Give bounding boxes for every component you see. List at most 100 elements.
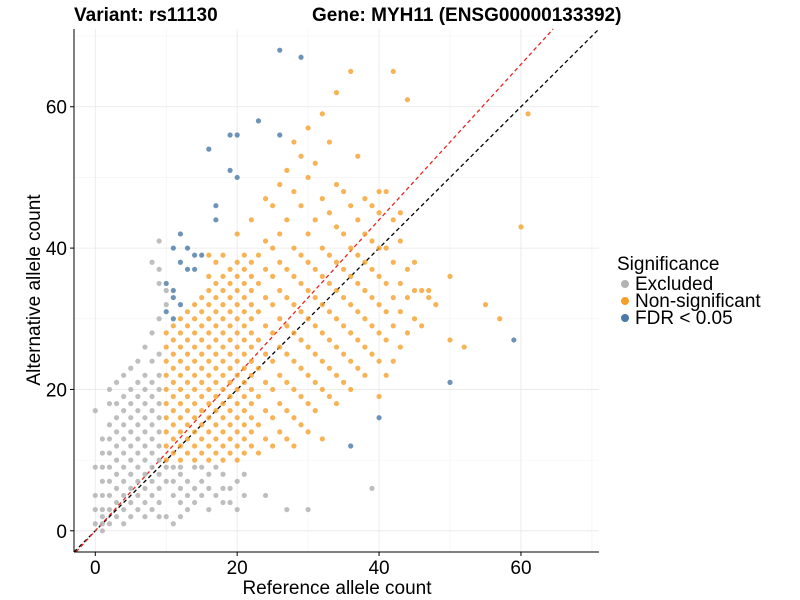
- point-excluded: [149, 330, 155, 336]
- point-non-significant: [184, 351, 191, 357]
- point-non-significant: [170, 408, 176, 414]
- point-non-significant: [298, 203, 304, 209]
- point-non-significant: [170, 323, 176, 329]
- point-non-significant: [298, 153, 304, 159]
- point-non-significant: [411, 287, 418, 294]
- point-excluded: [142, 485, 148, 491]
- point-non-significant: [262, 408, 269, 414]
- point-non-significant: [206, 316, 212, 322]
- point-excluded: [121, 521, 127, 527]
- point-non-significant: [333, 344, 340, 350]
- point-excluded: [220, 499, 226, 506]
- point-excluded: [170, 478, 176, 484]
- point-non-significant: [298, 337, 304, 343]
- point-non-significant: [234, 415, 240, 421]
- point-non-significant: [241, 351, 247, 357]
- legend-title: Significance: [617, 254, 719, 275]
- point-non-significant: [248, 443, 254, 449]
- point-non-significant: [291, 245, 297, 251]
- point-non-significant: [298, 252, 304, 258]
- point-fdr-0-05: [163, 280, 169, 287]
- point-excluded: [106, 521, 113, 527]
- point-non-significant: [333, 316, 340, 322]
- point-non-significant: [199, 294, 205, 301]
- point-non-significant: [220, 316, 226, 322]
- point-non-significant: [390, 259, 396, 265]
- point-excluded: [113, 415, 120, 421]
- point-non-significant: [227, 294, 233, 301]
- point-excluded: [284, 506, 290, 513]
- point-excluded: [227, 485, 233, 491]
- point-non-significant: [177, 344, 184, 350]
- point-non-significant: [241, 323, 247, 329]
- point-non-significant: [312, 323, 318, 329]
- point-excluded: [113, 379, 120, 385]
- point-fdr-0-05: [447, 379, 453, 385]
- point-excluded: [177, 471, 184, 477]
- legend-key-non-significant: [621, 297, 629, 305]
- point-non-significant: [192, 316, 198, 322]
- point-non-significant: [348, 302, 354, 308]
- point-non-significant: [262, 238, 269, 244]
- point-non-significant: [213, 436, 219, 442]
- point-excluded: [106, 386, 113, 393]
- point-non-significant: [199, 379, 205, 385]
- point-excluded: [99, 506, 105, 513]
- point-excluded: [106, 478, 113, 484]
- point-excluded: [142, 457, 148, 463]
- point-excluded: [199, 478, 205, 484]
- point-non-significant: [376, 358, 382, 364]
- point-excluded: [156, 415, 162, 421]
- point-non-significant: [234, 386, 240, 393]
- point-non-significant: [355, 309, 361, 315]
- point-non-significant: [305, 231, 311, 237]
- point-non-significant: [163, 344, 169, 350]
- point-non-significant: [319, 245, 325, 251]
- point-non-significant: [355, 153, 361, 159]
- point-non-significant: [319, 302, 325, 308]
- point-excluded: [106, 464, 113, 470]
- point-non-significant: [234, 259, 240, 265]
- point-non-significant: [333, 287, 340, 294]
- point-non-significant: [184, 393, 191, 400]
- point-excluded: [177, 499, 184, 506]
- point-fdr-0-05: [177, 302, 184, 308]
- point-excluded: [220, 471, 226, 477]
- point-non-significant: [248, 415, 254, 421]
- point-non-significant: [312, 217, 318, 223]
- point-excluded: [106, 506, 113, 513]
- point-excluded: [99, 492, 105, 499]
- point-excluded: [92, 506, 98, 513]
- point-non-significant: [326, 280, 333, 287]
- point-non-significant: [355, 280, 361, 287]
- point-non-significant: [277, 316, 283, 322]
- point-non-significant: [163, 429, 169, 435]
- point-excluded: [199, 492, 205, 499]
- axes: [73, 29, 599, 553]
- point-non-significant: [220, 302, 226, 308]
- point-non-significant: [376, 245, 382, 251]
- point-non-significant: [255, 450, 262, 456]
- point-non-significant: [340, 379, 347, 385]
- point-non-significant: [383, 280, 389, 287]
- legend-label: Non-significant: [635, 291, 761, 312]
- point-non-significant: [355, 365, 361, 371]
- point-non-significant: [291, 139, 297, 145]
- point-fdr-0-05: [298, 54, 304, 60]
- point-excluded: [156, 514, 162, 520]
- point-non-significant: [206, 372, 212, 378]
- point-excluded: [99, 464, 105, 470]
- point-non-significant: [291, 188, 297, 195]
- point-non-significant: [184, 436, 191, 442]
- point-non-significant: [326, 337, 333, 343]
- point-excluded: [128, 400, 134, 407]
- point-non-significant: [234, 316, 240, 322]
- point-non-significant: [213, 422, 219, 428]
- point-non-significant: [163, 386, 169, 393]
- point-excluded: [92, 408, 98, 414]
- point-excluded: [206, 506, 212, 513]
- point-non-significant: [192, 457, 198, 463]
- point-non-significant: [390, 68, 396, 75]
- point-non-significant: [426, 294, 432, 301]
